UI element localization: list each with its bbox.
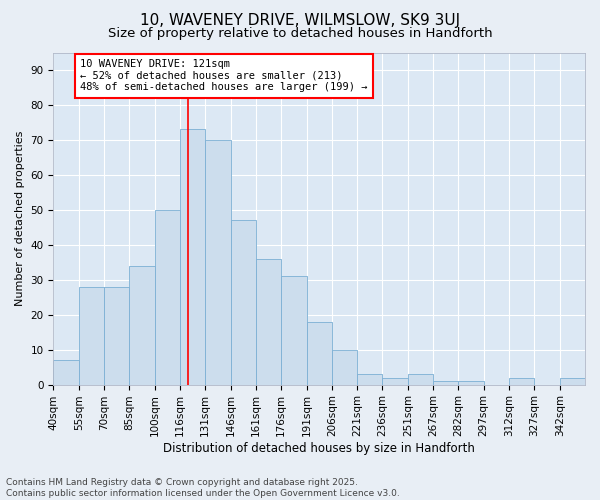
Bar [509, 378, 535, 384]
Bar [458, 381, 484, 384]
Bar [104, 286, 130, 384]
Bar [307, 322, 332, 384]
Y-axis label: Number of detached properties: Number of detached properties [15, 131, 25, 306]
Bar [560, 378, 585, 384]
Text: Contains HM Land Registry data © Crown copyright and database right 2025.
Contai: Contains HM Land Registry data © Crown c… [6, 478, 400, 498]
Text: 10, WAVENEY DRIVE, WILMSLOW, SK9 3UJ: 10, WAVENEY DRIVE, WILMSLOW, SK9 3UJ [140, 12, 460, 28]
Bar [332, 350, 357, 384]
Bar [155, 210, 180, 384]
Text: Size of property relative to detached houses in Handforth: Size of property relative to detached ho… [107, 28, 493, 40]
Bar [408, 374, 433, 384]
Bar [53, 360, 79, 384]
Text: 10 WAVENEY DRIVE: 121sqm
← 52% of detached houses are smaller (213)
48% of semi-: 10 WAVENEY DRIVE: 121sqm ← 52% of detach… [80, 59, 367, 92]
Bar [433, 381, 458, 384]
Bar [79, 286, 104, 384]
Bar [130, 266, 155, 384]
Bar [205, 140, 230, 384]
Bar [382, 378, 408, 384]
Bar [357, 374, 382, 384]
X-axis label: Distribution of detached houses by size in Handforth: Distribution of detached houses by size … [163, 442, 475, 455]
Bar [180, 130, 205, 384]
Bar [230, 220, 256, 384]
Bar [256, 258, 281, 384]
Bar [281, 276, 307, 384]
